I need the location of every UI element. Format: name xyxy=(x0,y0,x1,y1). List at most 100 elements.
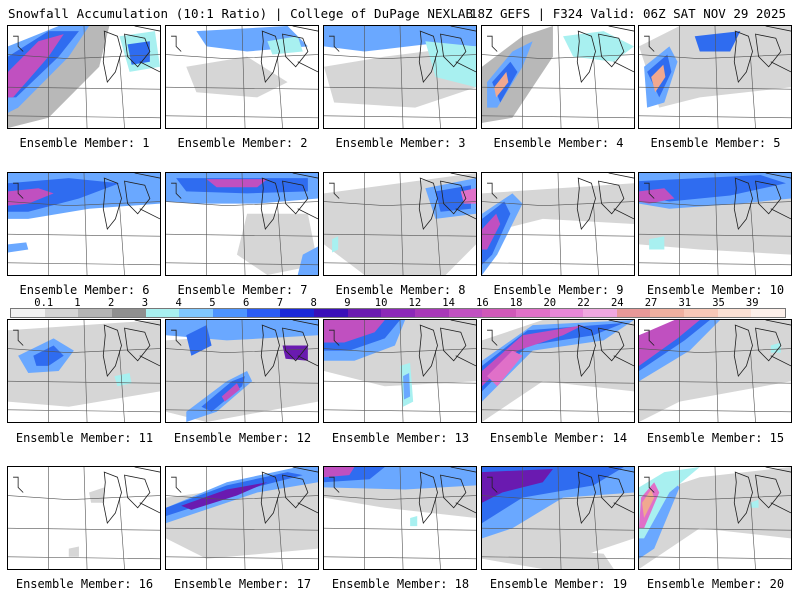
snowfall-map xyxy=(8,173,160,275)
snowfall-map xyxy=(482,467,634,569)
snowfall-map xyxy=(324,467,476,569)
ensemble-member-label: Ensemble Member: 11 xyxy=(15,431,154,445)
color-scale-swatch xyxy=(44,309,79,317)
ensemble-member-label: Ensemble Member: 19 xyxy=(489,577,628,591)
snowfall-map xyxy=(324,320,476,422)
snowfall-contour xyxy=(68,546,79,557)
snowfall-contour xyxy=(8,34,64,98)
color-scale-swatch xyxy=(515,309,550,317)
ensemble-member-label: Ensemble Member: 7 xyxy=(177,283,308,297)
snowfall-contour xyxy=(297,246,318,275)
color-scale-swatch xyxy=(78,309,112,317)
color-scale-swatch xyxy=(549,309,584,317)
color-scale-tick: 27 xyxy=(644,297,658,309)
color-scale-tick: 14 xyxy=(442,297,455,309)
color-scale-swatch xyxy=(684,309,718,317)
ensemble-member-label: Ensemble Member: 6 xyxy=(19,283,150,297)
snowfall-map xyxy=(639,173,791,275)
ensemble-member-label: Ensemble Member: 13 xyxy=(331,431,470,445)
ensemble-map-panel xyxy=(481,466,635,570)
snowfall-map xyxy=(482,26,634,128)
snowfall-map xyxy=(639,467,791,569)
ensemble-map-panel xyxy=(165,466,319,570)
ensemble-map-panel xyxy=(638,25,792,129)
ensemble-map-panel xyxy=(7,466,161,570)
snowfall-contour xyxy=(8,242,29,253)
chart-title: Snowfall Accumulation (10:1 Ratio) | Col… xyxy=(8,6,474,21)
snowfall-contour xyxy=(651,64,666,93)
ensemble-member-label: Ensemble Member: 9 xyxy=(493,283,624,297)
color-scale-swatch xyxy=(482,309,516,317)
ensemble-map-panel xyxy=(323,25,477,129)
color-scale-tick: 18 xyxy=(509,297,523,309)
snowfall-contour xyxy=(324,467,355,478)
ensemble-member-label: Ensemble Member: 14 xyxy=(489,431,628,445)
color-scale-tick: 20 xyxy=(543,297,557,309)
color-scale-swatch xyxy=(717,309,752,317)
color-scale-tick: 31 xyxy=(678,297,692,309)
snowfall-contour xyxy=(201,376,246,412)
color-scale-tick: 16 xyxy=(476,297,489,309)
color-scale-tick: 5 xyxy=(209,297,216,309)
snowfall-contour xyxy=(639,320,700,366)
color-scale-tick: 24 xyxy=(610,297,624,309)
snowfall-contour xyxy=(639,188,675,204)
snowfall-map xyxy=(324,26,476,128)
snowfall-contour xyxy=(166,467,318,524)
ensemble-map-panel xyxy=(638,466,792,570)
snowfall-map xyxy=(639,320,791,422)
color-scale-swatch xyxy=(381,309,415,317)
snowfall-contour xyxy=(267,36,303,55)
snowfall-contour xyxy=(563,31,634,62)
ensemble-member-label: Ensemble Member: 3 xyxy=(335,136,466,150)
snowfall-contour xyxy=(482,201,511,265)
ensemble-map-panel xyxy=(481,172,635,276)
snowfall-contour xyxy=(482,325,584,387)
snowfall-map xyxy=(639,26,791,128)
color-scale-tick: 8 xyxy=(310,297,317,309)
ensemble-member-label: Ensemble Member: 5 xyxy=(650,136,781,150)
ensemble-member-label: Ensemble Member: 20 xyxy=(646,577,785,591)
snowfall-contour xyxy=(482,213,501,250)
snowfall-contour xyxy=(332,236,339,253)
snowfall-map xyxy=(166,320,318,422)
snowfall-map xyxy=(482,320,634,422)
snowfall-contour xyxy=(206,179,268,188)
ensemble-map-panel xyxy=(638,172,792,276)
ensemble-map-panel xyxy=(7,319,161,423)
snowfall-map xyxy=(166,26,318,128)
snowfall-contour xyxy=(221,383,240,402)
color-scale-tick: 10 xyxy=(374,297,388,309)
color-scale-swatch xyxy=(414,309,449,317)
color-scale-swatch xyxy=(145,309,180,317)
snowfall-contour xyxy=(750,499,759,508)
color-scale-swatch xyxy=(616,309,651,317)
snowfall-contour xyxy=(8,188,54,206)
color-scale-swatch xyxy=(280,309,314,317)
snowfall-map xyxy=(8,26,160,128)
ensemble-map-panel xyxy=(165,25,319,129)
color-scale-swatch xyxy=(111,309,146,317)
color-scale-swatch xyxy=(583,309,617,317)
snowfall-contour xyxy=(639,175,786,202)
snowfall-contour xyxy=(694,31,741,52)
color-scale-tick: 1 xyxy=(74,297,81,309)
color-scale-bar xyxy=(10,308,786,318)
ensemble-map-panel xyxy=(7,25,161,129)
color-scale-tick: 6 xyxy=(243,297,250,309)
color-scale-tick: 12 xyxy=(408,297,422,309)
ensemble-member-label: Ensemble Member: 12 xyxy=(173,431,312,445)
color-scale-tick: 4 xyxy=(175,297,182,309)
color-scale-tick: 35 xyxy=(712,297,725,309)
color-scale-swatch xyxy=(179,309,213,317)
snowfall-contour xyxy=(166,472,303,516)
color-scale-tick: 2 xyxy=(108,297,115,309)
color-scale-swatch xyxy=(212,309,247,317)
ensemble-member-label: Ensemble Member: 4 xyxy=(493,136,624,150)
snowfall-contour xyxy=(181,482,268,510)
snowfall-contour xyxy=(482,183,634,235)
snowfall-contour xyxy=(324,320,385,343)
run-valid-time: 18Z GEFS | F324 Valid: 06Z SAT NOV 29 20… xyxy=(469,6,786,21)
color-scale-tick: 9 xyxy=(344,297,351,309)
color-scale-labels: 0.1 1 2 3 4 5 6 7 8 9 10 12 14 16 18 20 22 24 27 31 35 39 xyxy=(10,297,786,309)
